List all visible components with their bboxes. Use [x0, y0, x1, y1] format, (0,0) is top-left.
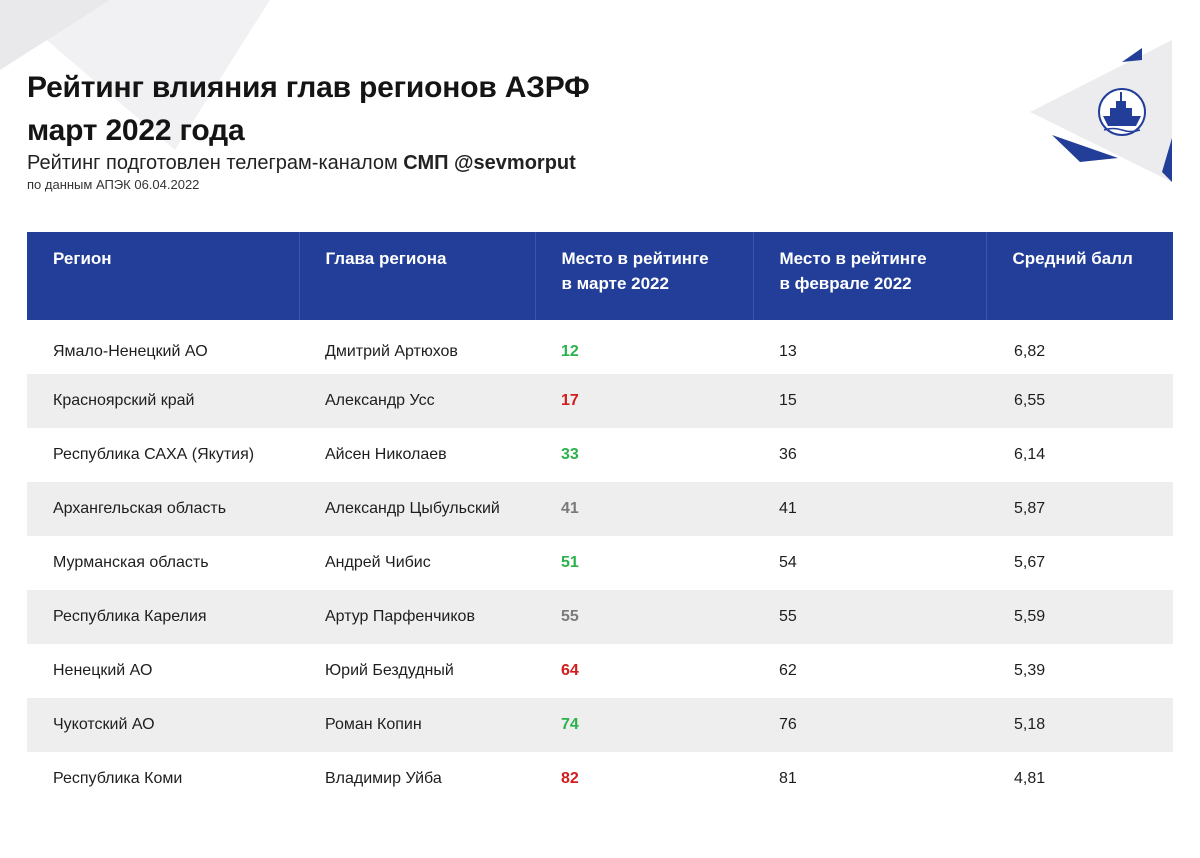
column-header-line: в марте 2022 [561, 274, 669, 293]
logo [1030, 40, 1172, 182]
region-cell: Мурманская область [53, 554, 209, 571]
column-header-february: Место в рейтинге в феврале 2022 [753, 232, 987, 320]
rank-february-cell: 76 [779, 716, 797, 733]
table-row: Чукотский АО Роман Копин 74 76 5,18 [27, 698, 1173, 752]
score-cell: 6,14 [1014, 446, 1046, 463]
rank-march-cell: 41 [561, 500, 579, 517]
region-cell: Ямало-Ненецкий АО [53, 343, 208, 360]
title-line-2: март 2022 года [27, 114, 245, 147]
rank-february-cell: 55 [779, 608, 797, 625]
score-cell: 6,82 [1014, 343, 1046, 360]
rank-march-cell: 64 [561, 662, 579, 679]
rank-february-cell: 15 [779, 392, 797, 409]
table-row: Ямало-Ненецкий АО Дмитрий Артюхов 12 13 6,82 [27, 320, 1173, 374]
column-header-march: Место в рейтинге в марте 2022 [535, 232, 754, 320]
region-cell: Архангельская область [53, 500, 227, 517]
head-cell: Дмитрий Артюхов [325, 343, 458, 360]
table-row: Республика Коми Владимир Уйба 82 81 4,81 [27, 752, 1173, 806]
table-body: Ямало-Ненецкий АО Дмитрий Артюхов 12 13 6,82… [27, 320, 1173, 806]
rank-march-cell: 74 [561, 716, 579, 733]
rank-march-cell: 55 [561, 608, 579, 625]
rank-march-cell: 82 [561, 770, 579, 787]
rank-february-cell: 41 [779, 500, 797, 517]
head-cell: Роман Копин [325, 716, 422, 733]
region-cell: Ненецкий АО [53, 662, 153, 679]
region-cell: Республика Карелия [53, 608, 207, 625]
score-cell: 5,39 [1014, 662, 1046, 679]
column-header-region: Регион [27, 232, 300, 320]
table-row: Красноярский край Александр Усс 17 15 6,55 [27, 374, 1173, 428]
rank-march-cell: 51 [561, 554, 579, 571]
subtitle: Рейтинг подготовлен телеграм-каналом СМП… [27, 150, 576, 176]
rank-february-cell: 13 [779, 343, 797, 360]
rank-february-cell: 81 [779, 770, 797, 787]
score-cell: 5,67 [1014, 554, 1046, 571]
table-header-row: Регион Глава региона Место в рейтинге в м… [27, 232, 1173, 320]
score-cell: 4,81 [1014, 770, 1046, 787]
column-header-line: в феврале 2022 [779, 274, 912, 293]
page-title: Рейтинг влияния глав регионов АЗРФ март … [27, 66, 590, 152]
head-cell: Айсен Николаев [325, 446, 447, 463]
rank-february-cell: 54 [779, 554, 797, 571]
table-row: Мурманская область Андрей Чибис 51 54 5,67 [27, 536, 1173, 590]
table-row: Республика САХА (Якутия) Айсен Николаев 33… [27, 428, 1173, 482]
head-cell: Артур Парфенчиков [325, 608, 475, 625]
table-row: Архангельская область Александр Цыбульски… [27, 482, 1173, 536]
column-header-line: Средний балл [1012, 249, 1133, 268]
score-cell: 6,55 [1014, 392, 1046, 409]
table-row: Ненецкий АО Юрий Бездудный 64 62 5,39 [27, 644, 1173, 698]
column-header-line: Место в рейтинге [779, 249, 927, 268]
source-note: по данным АПЭК 06.04.2022 [27, 177, 200, 192]
title-line-1: Рейтинг влияния глав регионов АЗРФ [27, 71, 590, 104]
region-cell: Республика САХА (Якутия) [53, 446, 255, 463]
column-header-head: Глава региона [299, 232, 536, 320]
table-row: Республика Карелия Артур Парфенчиков 55 55 5… [27, 590, 1173, 644]
score-cell: 5,59 [1014, 608, 1046, 625]
score-cell: 5,87 [1014, 500, 1046, 517]
region-cell: Красноярский край [53, 392, 195, 409]
head-cell: Андрей Чибис [325, 554, 431, 571]
column-header-score: Средний балл [986, 232, 1173, 320]
subtitle-prefix: Рейтинг подготовлен телеграм-каналом [27, 152, 398, 174]
column-header-line: Место в рейтинге [561, 249, 709, 268]
rank-february-cell: 62 [779, 662, 797, 679]
column-header-line: Глава региона [325, 249, 447, 268]
head-cell: Александр Усс [325, 392, 435, 409]
head-cell: Владимир Уйба [325, 770, 442, 787]
score-cell: 5,18 [1014, 716, 1046, 733]
region-cell: Республика Коми [53, 770, 183, 787]
rank-february-cell: 36 [779, 446, 797, 463]
rank-march-cell: 12 [561, 343, 579, 360]
column-header-line: Регион [53, 249, 112, 268]
rating-table: Регион Глава региона Место в рейтинге в м… [27, 232, 1173, 806]
region-cell: Чукотский АО [53, 716, 155, 733]
subtitle-channel: СМП @sevmorput [403, 152, 576, 174]
head-cell: Александр Цыбульский [325, 500, 500, 517]
rank-march-cell: 33 [561, 446, 579, 463]
background-decoration [0, 0, 270, 150]
rank-march-cell: 17 [561, 392, 579, 409]
icebreaker-ship-icon [1098, 88, 1146, 136]
head-cell: Юрий Бездудный [325, 662, 454, 679]
